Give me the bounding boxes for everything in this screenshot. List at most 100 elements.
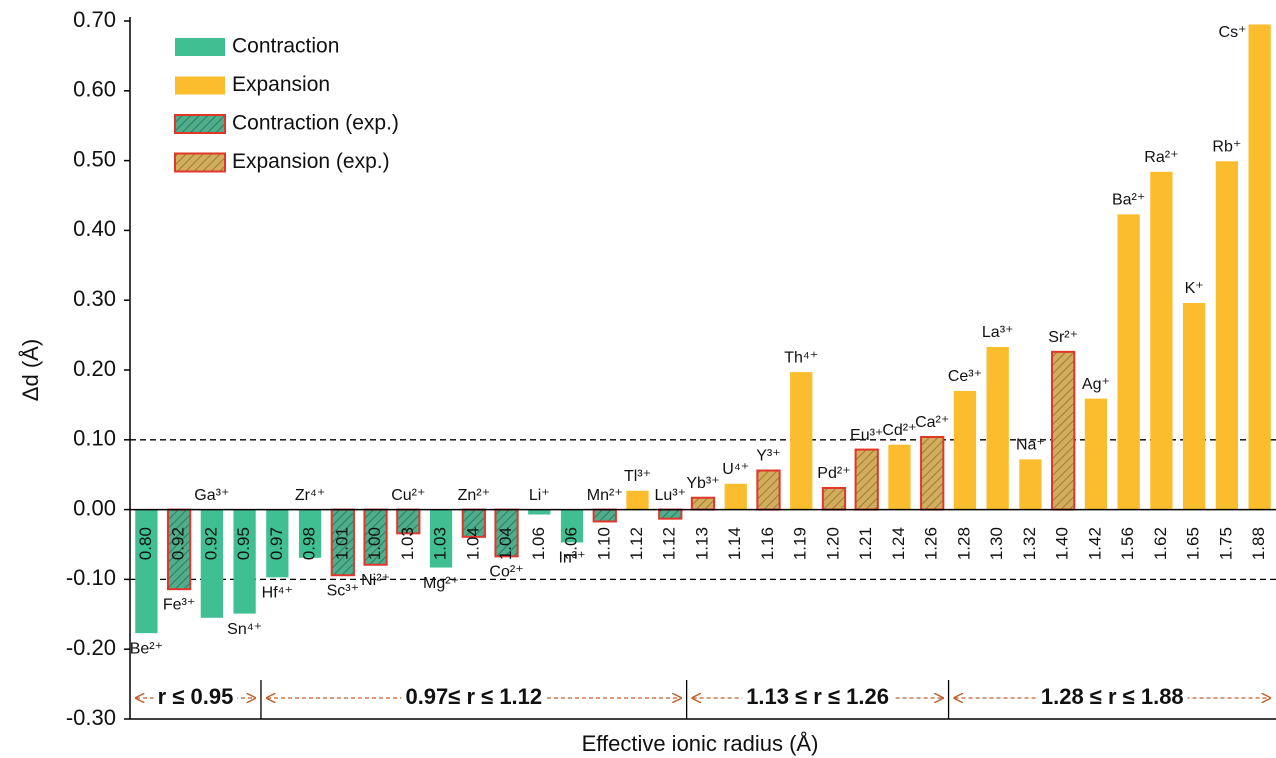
x-tick-label: 1.62 bbox=[1151, 527, 1170, 560]
point-label: Li⁺ bbox=[529, 487, 550, 504]
region-label-bg bbox=[742, 683, 893, 709]
x-tick-label: 1.21 bbox=[856, 527, 875, 560]
point-label: Ag⁺ bbox=[1082, 376, 1110, 393]
x-tick-label: 1.00 bbox=[365, 527, 384, 560]
x-tick-label: 1.40 bbox=[1053, 527, 1072, 560]
point-label: Ba²⁺ bbox=[1112, 192, 1145, 209]
region-label-bg bbox=[1036, 683, 1188, 709]
y-tick-label: 0.40 bbox=[73, 216, 116, 241]
point-label: Co²⁺ bbox=[489, 564, 523, 581]
point-label: Lu³⁺ bbox=[654, 487, 686, 504]
x-tick-label: 1.20 bbox=[823, 527, 842, 560]
bar bbox=[756, 469, 781, 511]
bar bbox=[266, 509, 289, 578]
x-tick-label: 1.65 bbox=[1184, 527, 1203, 560]
bar bbox=[1019, 459, 1042, 510]
point-label: Tl³⁺ bbox=[624, 468, 651, 485]
point-label: In³⁺ bbox=[558, 550, 585, 567]
bar bbox=[1150, 171, 1173, 510]
y-tick-label: 0.70 bbox=[73, 7, 116, 32]
x-tick-label: 1.19 bbox=[791, 527, 810, 560]
x-tick-label: 1.28 bbox=[954, 527, 973, 560]
x-tick-label: 1.06 bbox=[562, 527, 581, 560]
point-label: Yb³⁺ bbox=[686, 475, 719, 492]
y-tick-label: 0.20 bbox=[73, 356, 116, 381]
x-tick-label: 1.12 bbox=[660, 527, 679, 560]
legend-swatch bbox=[175, 76, 225, 95]
bar bbox=[953, 390, 977, 510]
point-label: Eu³⁺ bbox=[850, 427, 883, 444]
bar bbox=[658, 508, 683, 520]
y-tick-label: 0.10 bbox=[73, 426, 116, 451]
region-label-bg bbox=[153, 683, 238, 709]
point-label: Mg²⁺ bbox=[423, 575, 459, 592]
bar bbox=[233, 509, 256, 614]
y-tick-label: 0.00 bbox=[73, 495, 116, 520]
point-label: Th⁴⁺ bbox=[784, 349, 818, 366]
bar bbox=[854, 448, 879, 511]
point-label: Rb⁺ bbox=[1212, 139, 1241, 156]
point-label: Ra²⁺ bbox=[1144, 149, 1178, 166]
x-tick-label: 1.42 bbox=[1085, 527, 1104, 560]
x-tick-label: 0.92 bbox=[169, 527, 188, 560]
region-label: 1.28 ≤ r ≤ 1.88 bbox=[1041, 684, 1184, 709]
bar bbox=[1248, 24, 1271, 510]
bar bbox=[821, 486, 847, 511]
point-label: Pd²⁺ bbox=[817, 465, 850, 482]
point-label: Sc³⁺ bbox=[327, 582, 359, 599]
bar bbox=[560, 509, 584, 543]
x-tick-label: 1.32 bbox=[1020, 527, 1039, 560]
point-label: Zn²⁺ bbox=[458, 487, 490, 504]
x-tick-label: 1.30 bbox=[987, 527, 1006, 560]
legend-label: Expansion bbox=[232, 73, 330, 96]
legend-swatch bbox=[174, 114, 226, 134]
bar bbox=[200, 509, 223, 618]
y-tick-label: -0.10 bbox=[66, 565, 116, 590]
bar bbox=[298, 509, 322, 558]
point-label: Ga³⁺ bbox=[194, 487, 229, 504]
bar bbox=[1051, 350, 1076, 511]
y-tick-label: 0.30 bbox=[73, 286, 116, 311]
region-label-bg bbox=[401, 683, 547, 709]
x-tick-label: 0.97 bbox=[267, 527, 286, 560]
x-tick-label: 1.04 bbox=[496, 527, 515, 560]
x-axis-label: Effective ionic radius (Å) bbox=[582, 731, 819, 756]
bar bbox=[920, 436, 945, 511]
point-label: Mn²⁺ bbox=[587, 487, 623, 504]
y-axis-label: Δd (Å) bbox=[18, 339, 43, 401]
point-label: Zr⁴⁺ bbox=[295, 487, 325, 504]
x-tick-label: 1.14 bbox=[725, 527, 744, 560]
region-label: r ≤ 0.95 bbox=[158, 684, 234, 709]
x-tick-label: 1.06 bbox=[529, 527, 548, 560]
bar bbox=[1183, 302, 1206, 510]
y-tick-label: -0.20 bbox=[66, 635, 116, 660]
legend-label: Expansion (exp.) bbox=[232, 150, 390, 173]
y-tick-label: 0.50 bbox=[73, 146, 116, 171]
x-tick-label: 1.10 bbox=[594, 527, 613, 560]
legend-swatch bbox=[174, 152, 226, 173]
x-tick-label: 1.26 bbox=[922, 527, 941, 560]
bar bbox=[592, 508, 617, 523]
x-tick-label: 1.56 bbox=[1118, 527, 1137, 560]
point-label: Y³⁺ bbox=[756, 448, 780, 465]
bar bbox=[888, 444, 911, 510]
bar bbox=[135, 509, 158, 634]
legend-label: Contraction bbox=[232, 35, 339, 58]
x-tick-label: 1.88 bbox=[1249, 527, 1268, 560]
x-tick-label: 1.03 bbox=[398, 527, 417, 560]
bar bbox=[528, 509, 551, 515]
point-label: Ca²⁺ bbox=[915, 414, 949, 431]
point-label: La³⁺ bbox=[982, 324, 1014, 341]
y-tick-label: -0.30 bbox=[66, 705, 116, 730]
point-label: Na⁺ bbox=[1016, 437, 1045, 454]
x-tick-label: 1.13 bbox=[692, 527, 711, 560]
region-label: 0.97≤ r ≤ 1.12 bbox=[405, 684, 542, 709]
point-label: Be²⁺ bbox=[130, 640, 163, 657]
legend-label: Contraction (exp.) bbox=[232, 112, 399, 135]
legend-swatch bbox=[175, 38, 225, 56]
x-tick-label: 0.92 bbox=[201, 527, 220, 560]
bar bbox=[690, 496, 716, 511]
point-label: Cs⁺ bbox=[1219, 24, 1247, 41]
point-label: Cu²⁺ bbox=[391, 487, 425, 504]
